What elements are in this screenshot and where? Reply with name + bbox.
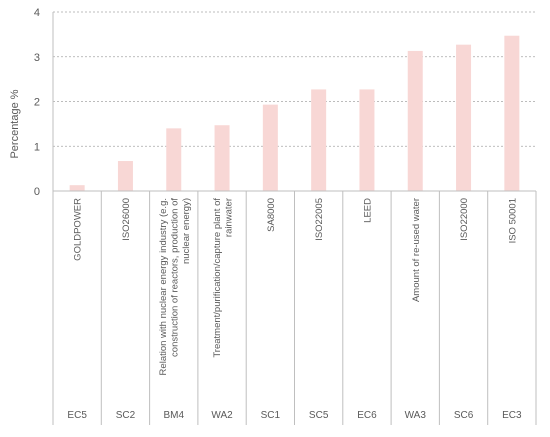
category-label-line: ISO22005 [314, 198, 325, 241]
category-label-line: SA8000 [266, 198, 277, 232]
category-label-wa3: Amount of re-used water [411, 198, 422, 302]
y-tick-label: 3 [34, 52, 40, 64]
category-code-bm4: BM4 [163, 410, 184, 421]
bar-wa3 [407, 50, 423, 192]
y-axis-title: Percentage % [9, 89, 21, 158]
bar-sc6 [456, 44, 472, 192]
bar-wa2 [214, 125, 230, 191]
category-code-ec6: EC6 [357, 410, 377, 421]
category-label-sc6: ISO22000 [459, 198, 470, 241]
category-label-line: Amount of re-used water [411, 198, 422, 302]
bar-ec5 [69, 185, 85, 191]
category-label-line: Treatment/purification/capture plant of [212, 198, 223, 358]
category-label-line: rainwater [223, 198, 234, 237]
category-code-ec5: EC5 [67, 410, 87, 421]
category-code-sc5: SC5 [309, 410, 329, 421]
category-labels: GOLDPOWER EC5 ISO26000 SC2 Relation with nuc… [67, 198, 522, 421]
y-tick-label: 0 [34, 186, 40, 198]
axes: 0 1 2 3 4 [34, 7, 537, 425]
category-label-line: ISO22000 [459, 198, 470, 241]
category-label-line: nuclear energy) [181, 198, 192, 264]
category-label-ec5: GOLDPOWER [73, 198, 84, 261]
category-label-sc1: SA8000 [266, 198, 277, 232]
category-code-wa2: WA2 [211, 410, 233, 421]
category-label-line: GOLDPOWER [73, 198, 84, 261]
category-label-sc5: ISO22005 [314, 198, 325, 241]
bars [69, 35, 520, 192]
gridlines [53, 11, 536, 147]
category-code-sc6: SC6 [454, 410, 474, 421]
category-label-bm4: Relation with nuclear energy industry (e… [158, 198, 192, 376]
category-label-line: ISO 50001 [507, 198, 518, 243]
y-tick-label: 4 [34, 7, 40, 19]
category-code-sc1: SC1 [261, 410, 281, 421]
category-label-line: Relation with nuclear energy industry (e… [158, 198, 169, 375]
category-label-line: construction of reactors, production of [169, 198, 180, 357]
bar-ec6 [359, 89, 375, 191]
category-label-wa2: Treatment/purification/capture plant of r… [212, 198, 235, 358]
category-label-sc2: ISO26000 [121, 198, 132, 241]
bar-sc1 [262, 104, 278, 191]
bar-sc2 [117, 161, 133, 191]
category-label-line: ISO26000 [121, 198, 132, 241]
category-code-ec3: EC3 [502, 410, 522, 421]
category-label-ec3: ISO 50001 [507, 198, 518, 243]
y-tick-label: 1 [34, 141, 40, 153]
bar-bm4 [166, 128, 182, 191]
category-label-line: LEED [362, 198, 373, 223]
bar-sc5 [311, 89, 327, 191]
category-code-sc2: SC2 [116, 410, 136, 421]
bar-ec3 [504, 35, 520, 191]
y-tick-label: 2 [34, 97, 40, 109]
category-code-wa3: WA3 [405, 410, 427, 421]
category-label-ec6: LEED [362, 198, 373, 223]
